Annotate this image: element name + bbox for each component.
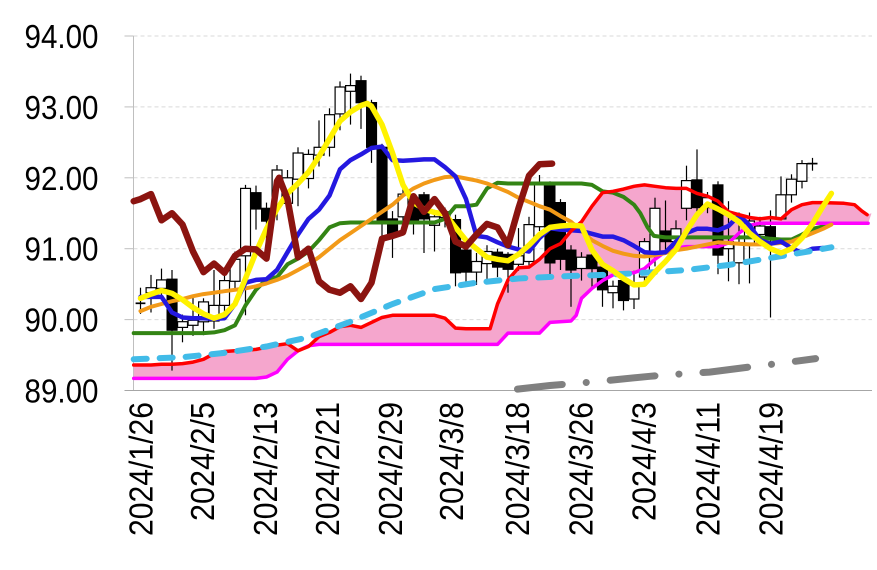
svg-text:94.00: 94.00: [25, 18, 99, 55]
svg-text:92.00: 92.00: [25, 160, 99, 197]
svg-text:2024/1/26: 2024/1/26: [123, 402, 160, 536]
svg-text:90.00: 90.00: [25, 302, 99, 339]
svg-text:2024/2/29: 2024/2/29: [372, 402, 409, 536]
svg-text:2024/3/8: 2024/3/8: [433, 402, 470, 521]
svg-text:2024/4/19: 2024/4/19: [753, 402, 790, 536]
svg-text:2024/4/3: 2024/4/3: [626, 402, 663, 521]
svg-text:2024/3/18: 2024/3/18: [499, 402, 536, 536]
svg-text:93.00: 93.00: [25, 89, 99, 126]
svg-text:2024/2/21: 2024/2/21: [309, 402, 346, 536]
svg-text:91.00: 91.00: [25, 231, 99, 268]
svg-text:2024/2/5: 2024/2/5: [184, 402, 221, 521]
svg-text:89.00: 89.00: [25, 373, 99, 410]
svg-text:2024/4/11: 2024/4/11: [690, 402, 727, 536]
svg-text:2024/2/13: 2024/2/13: [247, 402, 284, 536]
svg-text:2024/3/26: 2024/3/26: [563, 402, 600, 536]
